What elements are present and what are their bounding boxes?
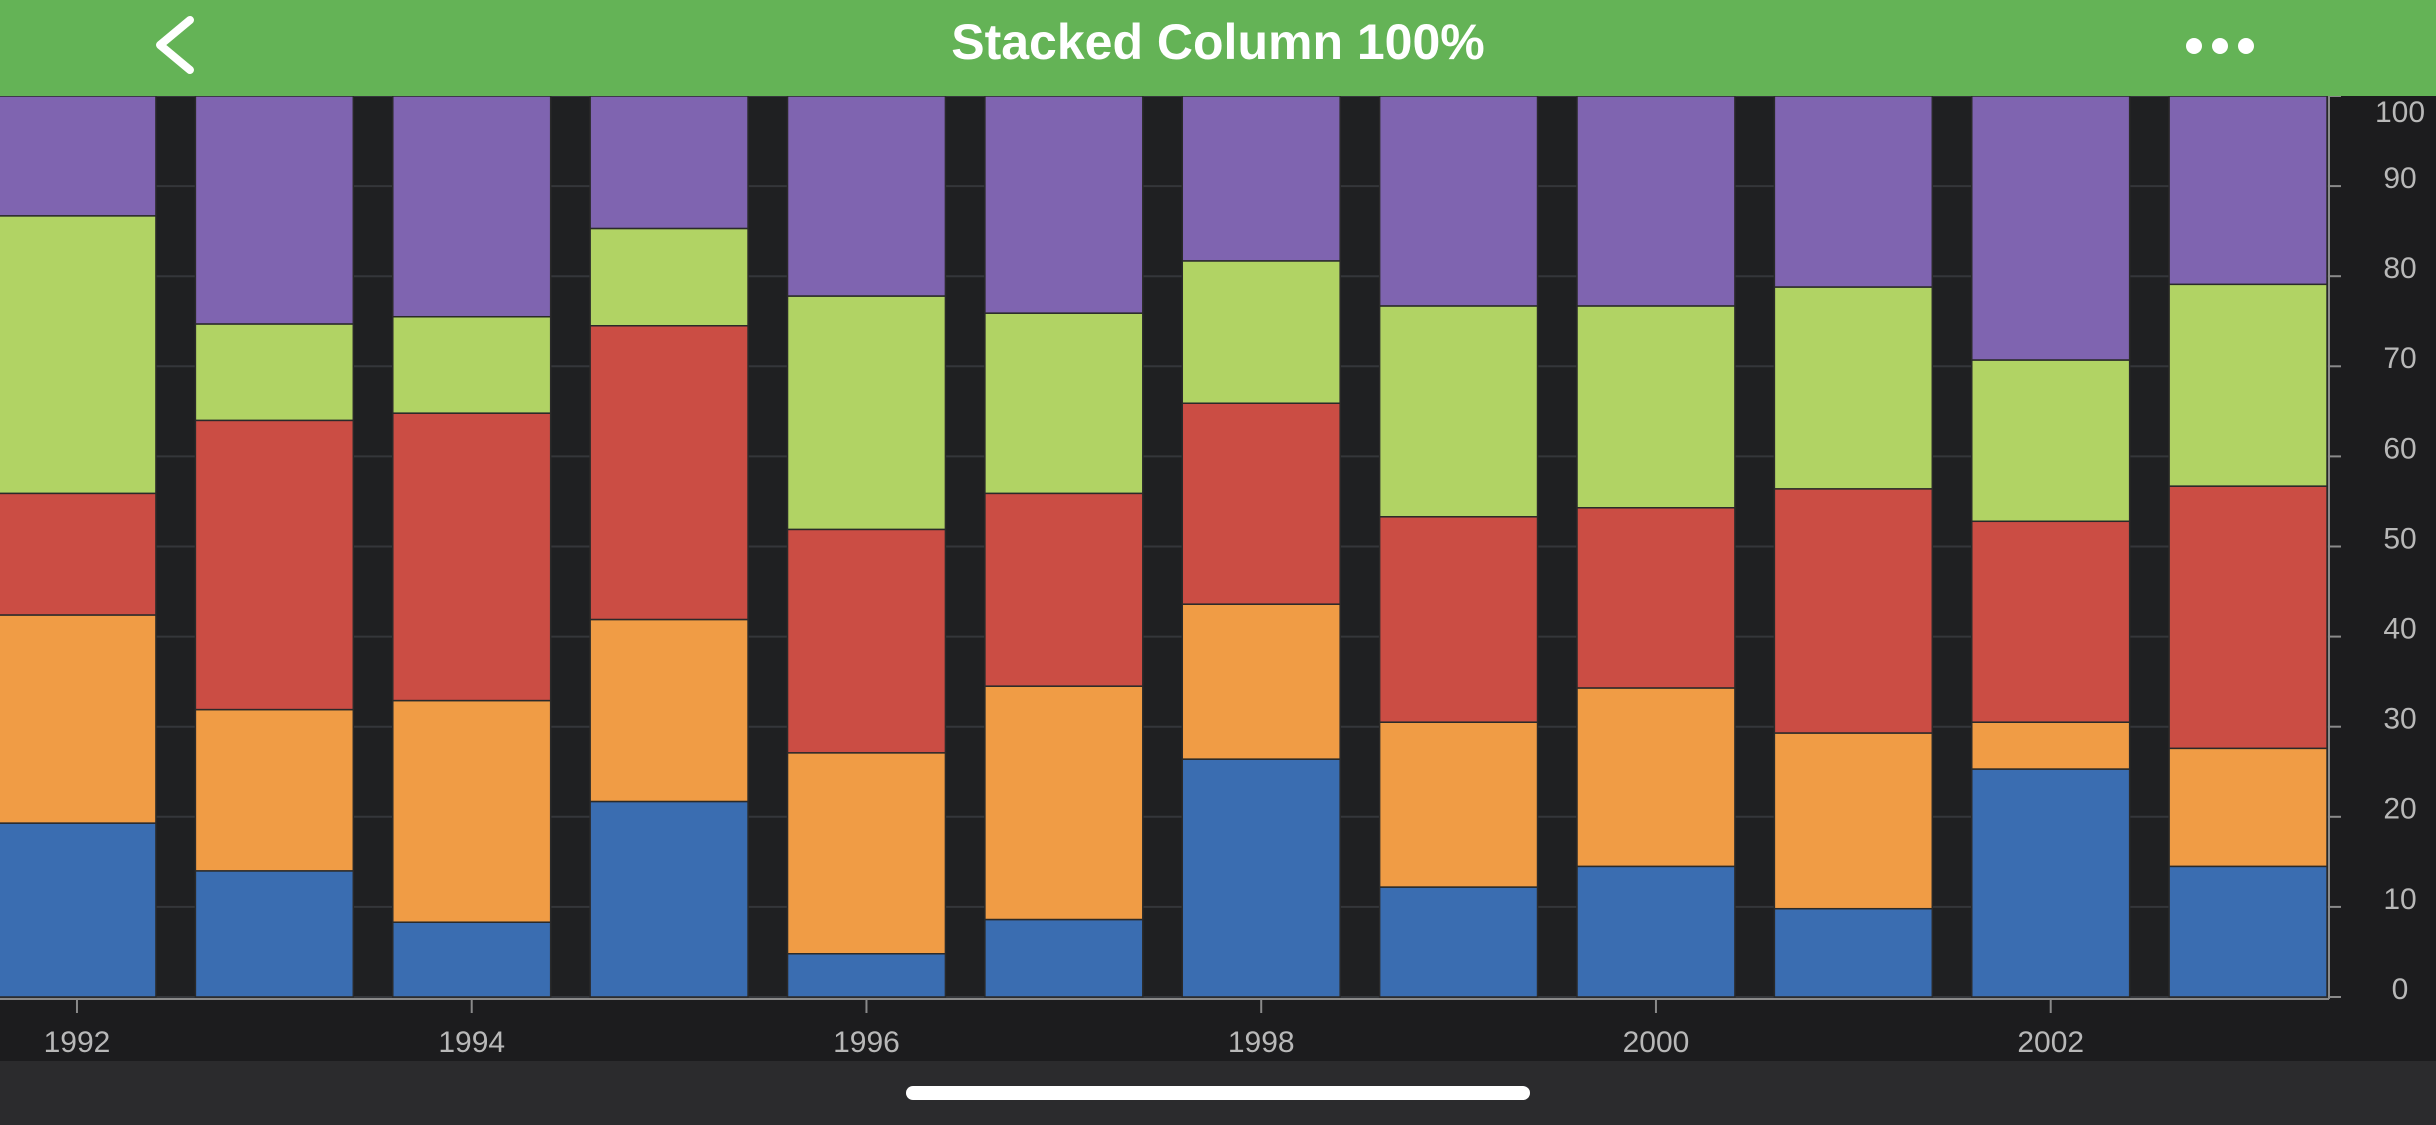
bar-segment <box>589 325 749 621</box>
bar-segment <box>984 492 1144 687</box>
y-tick-label: 90 <box>2383 162 2416 195</box>
bar-segment <box>392 412 552 702</box>
y-tick-label: 60 <box>2383 432 2416 465</box>
y-tick-label: 10 <box>2383 883 2416 916</box>
bar-segment <box>2168 865 2328 998</box>
bar-segment <box>589 800 749 998</box>
x-tick-label: 2000 <box>1623 1026 1690 1059</box>
bar-segment <box>194 95 355 325</box>
bar-segment <box>1181 402 1341 605</box>
x-tick-label: 1992 <box>44 1026 111 1059</box>
bar-segment <box>0 215 157 495</box>
bar-segment <box>1576 865 1736 998</box>
bar-segment <box>0 95 157 217</box>
y-tick-label: 70 <box>2383 342 2416 375</box>
bar-segment <box>1378 305 1539 518</box>
bar-segment <box>1378 721 1539 888</box>
bar-segment <box>1971 95 2131 361</box>
bar-segment <box>786 752 947 955</box>
bar-segment <box>0 822 157 998</box>
back-button[interactable] <box>156 16 194 74</box>
x-tick-label: 1998 <box>1228 1026 1295 1059</box>
bar-segment <box>984 312 1144 495</box>
bar-segment <box>1181 95 1341 262</box>
bar-segment <box>1971 721 2131 770</box>
bar-segment <box>392 699 552 923</box>
y-tick-label: 20 <box>2383 793 2416 826</box>
bar-segment <box>194 419 355 711</box>
bar-segment <box>2168 747 2328 868</box>
home-indicator <box>906 1086 1530 1100</box>
bar-segment <box>392 315 552 414</box>
bar-segment <box>1773 732 1934 910</box>
x-tick-label: 1996 <box>833 1026 900 1059</box>
page-title: Stacked Column 100% <box>951 14 1485 70</box>
bar-segment <box>1773 488 1934 734</box>
plot: 0 10 20 30 40 50 60 70 80 90 100 1992 1994 1996 1998 20… <box>0 95 2425 1059</box>
x-tick-label: 2002 <box>2017 1026 2084 1059</box>
bar-segment <box>2168 485 2328 750</box>
bar-segment <box>1576 507 1736 689</box>
bar-segment <box>1181 603 1341 760</box>
bar-segment <box>1181 758 1341 998</box>
bar-segment <box>589 227 749 327</box>
bar-segment <box>1181 260 1341 404</box>
bar-segment <box>1378 886 1539 998</box>
bar-segment <box>984 918 1144 998</box>
bar-segment <box>984 95 1144 314</box>
y-tick-label: 40 <box>2383 613 2416 646</box>
bar-segment <box>1971 768 2131 998</box>
bar-segment <box>589 618 749 803</box>
bar-segment <box>1378 516 1539 723</box>
y-tick-label: 100 <box>2375 96 2425 129</box>
bar-segment <box>0 492 157 616</box>
x-tick-label: 1994 <box>438 1026 505 1059</box>
bar-segment <box>1773 95 1934 288</box>
bar-segment <box>1773 286 1934 490</box>
bar-segment <box>1378 95 1539 307</box>
bar-segment <box>589 95 749 230</box>
bar-segment <box>1576 95 1736 307</box>
bar-segment <box>2168 283 2328 487</box>
bar-segment <box>786 953 947 998</box>
bar-segment <box>194 870 355 998</box>
bar-segment <box>1576 305 1736 509</box>
y-tick-label: 80 <box>2383 252 2416 285</box>
bar-segment <box>786 528 947 754</box>
bar-segment <box>392 921 552 998</box>
bar-segment <box>1773 907 1934 998</box>
bar-segment <box>392 95 552 318</box>
y-tick-label: 50 <box>2383 522 2416 555</box>
bar-segment <box>194 323 355 422</box>
bar-segment <box>1971 359 2131 523</box>
more-button[interactable] <box>2186 38 2254 54</box>
bar-segment <box>2168 95 2328 286</box>
bar-segment <box>1576 687 1736 868</box>
nav-bar <box>0 0 2436 96</box>
bar-segment <box>786 295 947 531</box>
bar-segment <box>0 614 157 824</box>
bar-segment <box>786 95 947 297</box>
y-tick-label: 0 <box>2392 973 2409 1006</box>
bar-segment <box>194 708 355 872</box>
bar-segment <box>984 685 1144 921</box>
y-tick-label: 30 <box>2383 703 2416 736</box>
bar-segment <box>1971 520 2131 723</box>
